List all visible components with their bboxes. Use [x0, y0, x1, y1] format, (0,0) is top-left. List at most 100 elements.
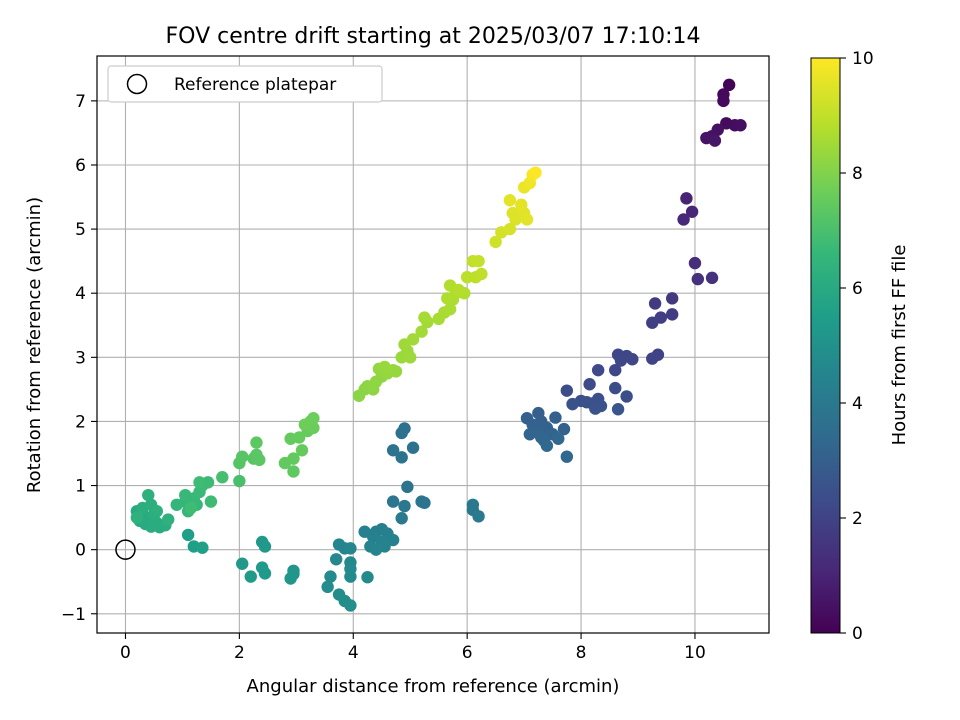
- data-point: [515, 198, 528, 211]
- data-point: [236, 557, 249, 570]
- x-tick-label: 0: [120, 643, 131, 663]
- reference-point-marker: [115, 539, 136, 560]
- y-tick-label: 4: [75, 284, 86, 304]
- legend-box: [107, 65, 383, 103]
- colorbar-ticks: 0 2 4 6 8 10: [840, 49, 874, 644]
- data-point: [589, 402, 602, 415]
- y-tick-label: 0: [75, 541, 86, 561]
- data-point: [142, 488, 155, 502]
- data-point: [404, 351, 417, 364]
- y-tick-label: 2: [75, 412, 86, 432]
- legend-label-reference-platepar: Reference platepar: [174, 75, 336, 95]
- data-point: [591, 363, 605, 377]
- data-point: [401, 480, 414, 494]
- x-tick-label: 2: [234, 643, 245, 663]
- data-point: [489, 235, 502, 249]
- y-tick-label: 1: [75, 477, 86, 497]
- legend-marker-open-circle: [126, 73, 148, 95]
- data-point: [287, 465, 300, 478]
- data-point: [386, 495, 400, 508]
- data-point: [566, 397, 579, 411]
- data-point: [329, 553, 343, 566]
- data-point: [395, 451, 408, 464]
- data-points: [130, 78, 747, 612]
- data-point: [520, 213, 534, 226]
- data-point: [295, 444, 309, 457]
- data-point: [389, 365, 403, 378]
- data-point: [418, 311, 431, 324]
- data-point: [609, 363, 622, 377]
- data-point: [193, 476, 206, 489]
- y-tick-label: 3: [75, 348, 86, 368]
- data-point: [258, 567, 272, 580]
- y-axis-label: Rotation from reference (arcmin): [24, 197, 45, 493]
- data-point: [284, 572, 297, 585]
- data-point: [685, 205, 699, 218]
- data-point: [298, 418, 312, 431]
- data-point: [609, 381, 622, 395]
- data-point: [540, 439, 554, 452]
- data-point: [415, 325, 428, 338]
- data-point: [344, 599, 357, 612]
- colorbar-tick-label: 2: [852, 509, 863, 529]
- data-point: [386, 533, 400, 547]
- data-point: [216, 471, 229, 484]
- data-point: [646, 352, 659, 365]
- data-point: [406, 333, 420, 346]
- data-point: [196, 541, 209, 554]
- legend: Reference platepar: [107, 65, 383, 103]
- colorbar-tick-label: 4: [852, 394, 863, 414]
- data-point: [552, 432, 565, 445]
- data-point: [705, 271, 719, 285]
- data-point: [201, 476, 215, 489]
- data-point: [253, 453, 266, 467]
- data-point: [620, 390, 633, 403]
- x-tick-label: 10: [684, 643, 706, 663]
- colorbar: 0 2 4 6 8 10 Hours from first FF file: [810, 49, 910, 644]
- y-axis-ticks: −1 0 1 2 3 4 5 6 7: [61, 92, 97, 625]
- data-point: [130, 511, 144, 524]
- data-point: [398, 499, 411, 513]
- data-point: [244, 570, 257, 583]
- data-point: [691, 272, 705, 286]
- data-point: [324, 570, 337, 583]
- y-tick-label: 6: [75, 156, 86, 176]
- data-point: [287, 452, 300, 465]
- data-point: [233, 474, 246, 488]
- data-point: [369, 543, 383, 556]
- data-point: [708, 134, 722, 147]
- data-point: [614, 354, 628, 367]
- data-point: [665, 292, 679, 305]
- data-point: [717, 94, 730, 108]
- chart-title: FOV centre drift starting at 2025/03/07 …: [166, 24, 701, 49]
- data-point: [204, 495, 218, 508]
- data-point: [475, 267, 488, 281]
- colorbar-tick-label: 8: [852, 164, 863, 184]
- data-point: [150, 504, 163, 518]
- data-point: [378, 360, 391, 374]
- data-point: [549, 411, 562, 424]
- data-point: [236, 450, 249, 463]
- data-point: [523, 428, 537, 441]
- data-point: [395, 426, 408, 440]
- y-tick-label: 7: [75, 92, 86, 112]
- data-point: [258, 540, 272, 553]
- data-point: [344, 542, 357, 555]
- x-tick-label: 8: [576, 643, 587, 663]
- data-point: [344, 570, 357, 583]
- data-point: [250, 436, 263, 449]
- plot-frame: [96, 55, 770, 634]
- data-point: [734, 119, 747, 132]
- data-point: [503, 222, 517, 236]
- data-point: [460, 270, 474, 284]
- data-point: [472, 510, 485, 523]
- x-tick-label: 4: [348, 643, 359, 663]
- data-point: [646, 316, 659, 329]
- data-point: [395, 512, 408, 525]
- data-point: [406, 441, 420, 454]
- data-point: [611, 403, 625, 416]
- data-point: [560, 450, 574, 463]
- data-point: [307, 412, 320, 425]
- data-point: [321, 580, 334, 594]
- data-point: [626, 353, 639, 366]
